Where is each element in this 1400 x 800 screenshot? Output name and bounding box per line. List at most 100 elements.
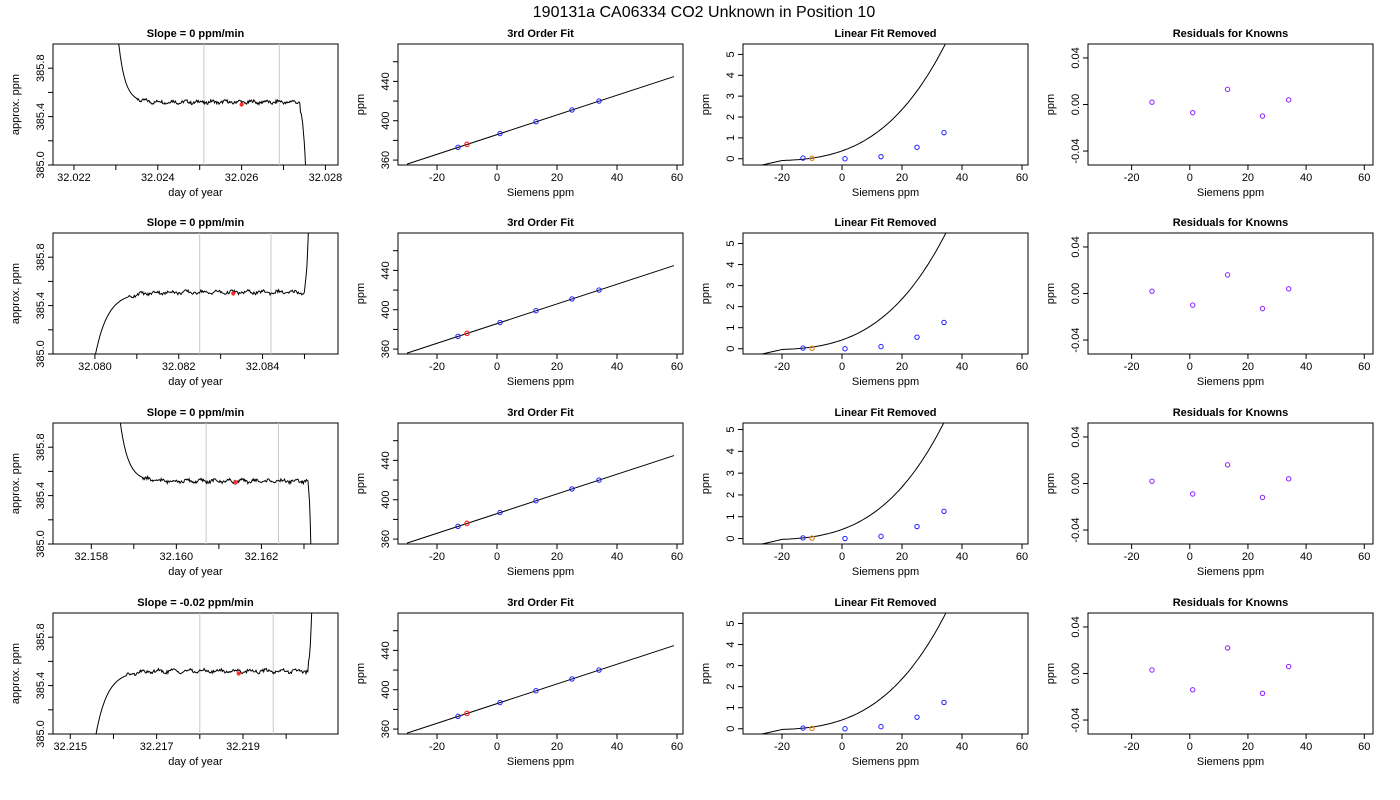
y-tick-label: 0	[725, 535, 737, 541]
x-tick-label: 32.160	[160, 551, 194, 563]
x-tick-label: 0	[1187, 551, 1193, 563]
known-standard-point	[569, 676, 575, 682]
known-standard-point	[1285, 663, 1292, 670]
chart-panel-11: Residuals for Knowns Siemens ppm ppm -20 0 20…	[1045, 407, 1374, 578]
x-tick-label: 40	[956, 551, 968, 563]
known-standard-point	[596, 477, 602, 483]
x-tick-label: 0	[839, 741, 845, 753]
y-tick-label: 2	[725, 114, 737, 120]
plot-frame	[1087, 232, 1374, 355]
sensor-trace-line	[118, 44, 306, 165]
x-tick-label: 0	[494, 172, 500, 184]
known-standard-point	[1285, 97, 1292, 103]
known-standard-point	[1149, 667, 1155, 673]
y-tick-label: 3	[725, 470, 737, 476]
fit-line	[406, 645, 675, 734]
x-tick-label: 20	[551, 172, 563, 184]
plot-area	[406, 645, 675, 734]
y-tick-label: 5	[725, 51, 737, 57]
chart-title: 3rd Order Fit	[507, 597, 574, 609]
plot-area	[759, 233, 947, 354]
known-standard-point	[800, 535, 806, 541]
mean-marker-point	[236, 671, 241, 676]
y-tick-label: 440	[380, 261, 392, 279]
x-tick-label: 20	[896, 551, 908, 563]
known-standard-point	[878, 153, 884, 160]
x-axis-label: day of year	[168, 566, 223, 578]
x-tick-label: 40	[1300, 172, 1312, 184]
x-tick-label: 20	[551, 741, 563, 753]
x-tick-label: 20	[551, 551, 563, 563]
plot-area	[1149, 86, 1292, 119]
y-tick-label: 385.4	[35, 672, 47, 700]
y-axis-label: ppm	[355, 94, 367, 115]
y-tick-label: 5	[725, 426, 737, 432]
known-standard-point	[914, 523, 920, 530]
unknown-sample-point	[464, 520, 470, 527]
y-tick-label: 400	[380, 112, 392, 130]
x-tick-label: 32.215	[53, 741, 87, 753]
known-standard-point	[941, 508, 947, 514]
mean-marker-point	[233, 480, 239, 485]
known-standard-point	[1189, 302, 1196, 308]
y-axis-label: ppm	[1045, 473, 1057, 494]
x-tick-label: -20	[429, 361, 445, 373]
y-tick-label: 400	[380, 491, 392, 509]
known-standard-point	[842, 726, 848, 732]
known-standard-point	[1149, 99, 1155, 105]
x-tick-label: 40	[1300, 551, 1312, 563]
mean-marker-point	[231, 291, 236, 296]
fit-curve-line	[759, 613, 947, 734]
x-tick-label: 0	[494, 551, 500, 563]
x-tick-label: 32.026	[225, 172, 259, 184]
y-axis-label: approx. ppm	[10, 263, 22, 324]
y-tick-label: -0.04	[1070, 138, 1082, 163]
x-tick-label: -20	[429, 741, 445, 753]
y-tick-label: 385.8	[35, 433, 47, 461]
chart-panel-3: Residuals for Knowns Siemens ppm ppm -20 0 20…	[1045, 28, 1374, 199]
y-tick-label: -0.04	[1070, 707, 1082, 732]
known-standard-point	[914, 334, 920, 340]
chart-title: Linear Fit Removed	[834, 407, 936, 419]
known-standard-point	[497, 699, 503, 706]
y-tick-label: 385.0	[35, 530, 47, 558]
plot-area	[759, 44, 947, 165]
y-tick-label: 0	[725, 346, 737, 352]
x-axis-label: day of year	[168, 187, 223, 199]
known-standard-point	[842, 156, 848, 162]
plot-frame	[742, 232, 1029, 355]
x-tick-label: 0	[839, 172, 845, 184]
unknown-sample-point	[809, 345, 815, 352]
y-axis-label: ppm	[700, 94, 712, 115]
known-standard-point	[878, 723, 884, 730]
x-tick-label: 0	[1187, 741, 1193, 753]
chart-title: Linear Fit Removed	[834, 28, 936, 40]
y-tick-label: 3	[725, 663, 737, 669]
known-standard-point	[455, 713, 461, 719]
plot-area	[759, 613, 947, 734]
plot-frame	[397, 422, 684, 545]
y-tick-label: 5	[725, 620, 737, 626]
x-axis-label: Siemens ppm	[507, 187, 574, 199]
y-axis-label: ppm	[355, 473, 367, 494]
known-standard-point	[800, 725, 806, 731]
unknown-sample-point	[464, 330, 470, 337]
x-axis-label: Siemens ppm	[507, 756, 574, 768]
known-standard-point	[569, 486, 575, 492]
x-tick-label: -20	[774, 741, 790, 753]
y-axis-label: ppm	[700, 663, 712, 684]
chart-title: 3rd Order Fit	[507, 28, 574, 40]
y-axis-label: ppm	[700, 283, 712, 304]
chart-panel-8: Slope = 0 ppm/min day of year approx. ppm 3…	[10, 407, 339, 578]
x-axis-label: day of year	[168, 756, 223, 768]
known-standard-point	[1259, 113, 1266, 119]
y-tick-label: 0.04	[1070, 47, 1082, 68]
x-axis-label: Siemens ppm	[852, 187, 919, 199]
x-axis-label: day of year	[168, 376, 223, 388]
known-standard-point	[1149, 478, 1155, 484]
plot-frame	[1087, 422, 1374, 545]
x-tick-label: 20	[1242, 172, 1254, 184]
known-standard-point	[497, 509, 503, 516]
x-tick-label: 32.158	[74, 551, 108, 563]
